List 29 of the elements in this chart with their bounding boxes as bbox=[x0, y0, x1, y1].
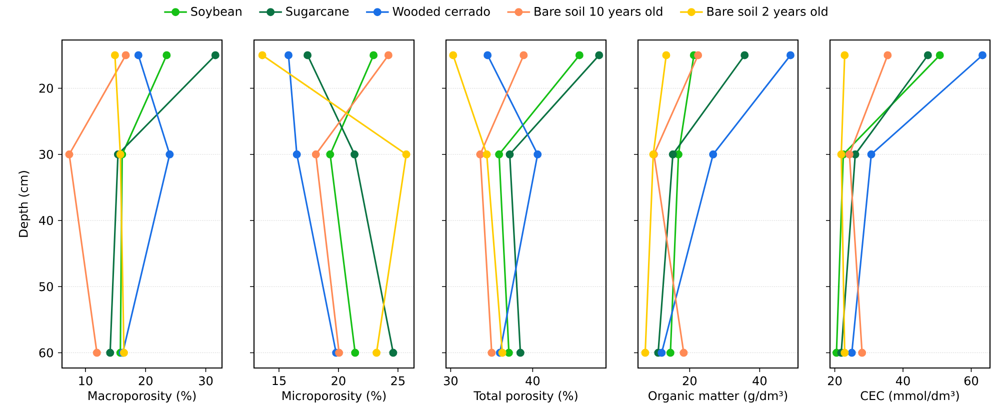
x-tick-label: 40 bbox=[526, 376, 540, 386]
legend-label: Sugarcane bbox=[286, 6, 349, 18]
y-tick-label: 60 bbox=[39, 348, 53, 358]
x-tick-label: 20 bbox=[138, 376, 152, 386]
y-axis-title: Depth (cm) bbox=[18, 171, 30, 237]
legend-label: Soybean bbox=[191, 6, 242, 18]
y-tick-label: 50 bbox=[39, 282, 53, 292]
x-tick-label: 10 bbox=[79, 376, 92, 386]
x-axis-title: Organic matter (g/dm³) bbox=[648, 390, 788, 403]
x-axis-title: Total porosity (%) bbox=[474, 390, 578, 403]
x-tick-label: 40 bbox=[896, 376, 910, 386]
x-tick-label: 30 bbox=[199, 376, 213, 386]
x-tick-label: 15 bbox=[272, 376, 286, 386]
x-tick-label: 20 bbox=[682, 376, 697, 386]
x-tick-label: 60 bbox=[964, 376, 978, 386]
y-tick-label: 30 bbox=[39, 150, 53, 159]
x-tick-label: 20 bbox=[332, 376, 346, 386]
x-axis-title: Microporosity (%) bbox=[282, 390, 386, 403]
legend-label: Bare soil 10 years old bbox=[534, 6, 662, 18]
legend-label: Bare soil 2 years old bbox=[707, 6, 828, 18]
x-tick-label: 20 bbox=[828, 376, 842, 386]
y-tick-label: 20 bbox=[39, 84, 53, 93]
x-tick-label: 40 bbox=[752, 376, 767, 386]
x-axis-title: Macroporosity (%) bbox=[88, 390, 196, 403]
x-tick-label: 30 bbox=[444, 376, 458, 386]
x-axis-title: CEC (mmol/dm³) bbox=[860, 390, 959, 402]
legend-label: Wooded cerrado bbox=[392, 6, 490, 16]
y-tick-label: 40 bbox=[39, 216, 53, 226]
x-tick-label: 25 bbox=[391, 376, 405, 386]
